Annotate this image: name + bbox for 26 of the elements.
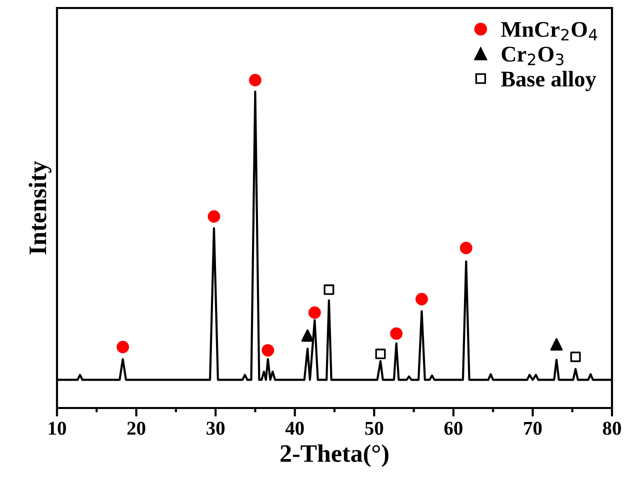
point (308, 306, 321, 319)
x-tick-label: 60 (444, 422, 462, 435)
point (301, 329, 314, 342)
point (208, 210, 220, 223)
x-tick-label: 70 (524, 422, 542, 435)
x-tick-label: 20 (127, 422, 146, 435)
x-axis-title: 2-Theta(°) (280, 444, 388, 468)
point (324, 284, 334, 295)
point (460, 242, 472, 254)
point (416, 292, 428, 306)
x-tick-label: 30 (206, 422, 225, 435)
legend-label: Cr$_{2}$O$_{3}$ (502, 46, 564, 66)
y-axis-title: Intensity (28, 161, 52, 254)
point (262, 344, 274, 357)
x-tick-label: 80 (602, 422, 621, 435)
x-tick-label: 40 (285, 422, 304, 435)
point (390, 327, 403, 340)
legend-label: Base alloy (501, 70, 596, 92)
x-tick-label: 50 (365, 422, 384, 435)
legend-label: MnCr$_{2}$O$_{4}$ (501, 22, 598, 40)
point (375, 348, 386, 360)
x-tick-label: 10 (48, 422, 66, 435)
point (249, 74, 262, 86)
point (570, 352, 581, 362)
point (116, 340, 130, 354)
point (550, 338, 563, 351)
